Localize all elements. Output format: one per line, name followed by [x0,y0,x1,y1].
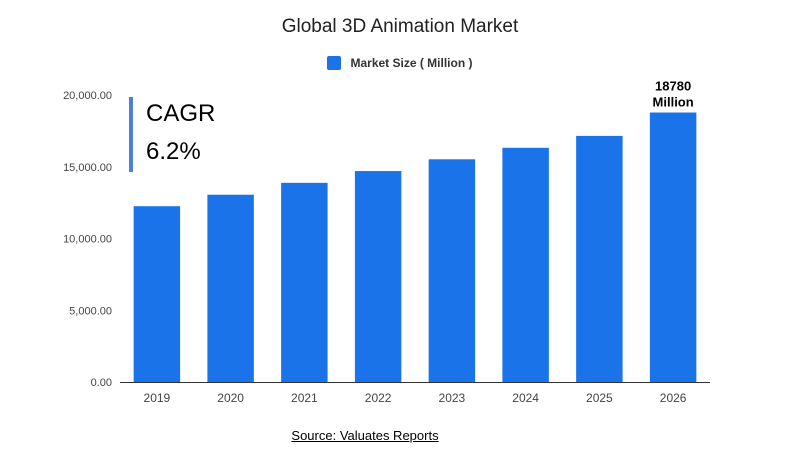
bar-2020 [207,194,254,382]
x-tick-label: 2023 [439,391,466,405]
cagr-label: CAGR [146,100,216,127]
x-tick-label: 2021 [291,391,318,405]
bar-2022 [354,171,402,382]
y-tick-label: 0.00 [91,377,112,389]
x-tick-label: 2022 [365,391,392,405]
bar-2025 [576,135,623,382]
y-tick-label: 5,000.00 [69,305,112,317]
y-tick-label: 15,000.00 [63,162,112,174]
y-tick-label: 20,000.00 [63,90,112,102]
cagr-accent-bar [129,97,133,172]
data-label: Million [653,95,694,110]
source-link[interactable]: Source: Valuates Reports [291,428,439,443]
x-tick-label: 2024 [512,391,539,405]
cagr-annotation: CAGR 6.2% [146,95,215,171]
cagr-value: 6.2% [146,138,201,165]
x-tick-label: 2020 [217,391,244,405]
x-axis: 2019 2020 2021 2022 2023 2024 2025 2026 [120,382,710,405]
legend-swatch [327,56,342,70]
x-tick-label: 2026 [660,391,687,405]
y-axis: 0.00 5,000.00 10,000.00 15,000.00 20,000.00 [63,90,112,389]
x-tick-label: 2025 [586,391,613,405]
bar-2019 [133,206,181,382]
bar-2024 [502,147,549,382]
legend-label: Market Size ( Million ) [350,56,473,70]
bar-2021 [281,182,328,382]
bars [133,112,697,382]
x-tick-label: 2019 [144,391,171,405]
data-label: 18780 [655,79,691,94]
legend: Market Size ( Million ) [0,56,800,70]
chart-title: Global 3D Animation Market [281,16,519,37]
bar-2023 [428,159,476,382]
y-tick-label: 10,000.00 [63,234,112,246]
bar-2026 [649,112,697,382]
